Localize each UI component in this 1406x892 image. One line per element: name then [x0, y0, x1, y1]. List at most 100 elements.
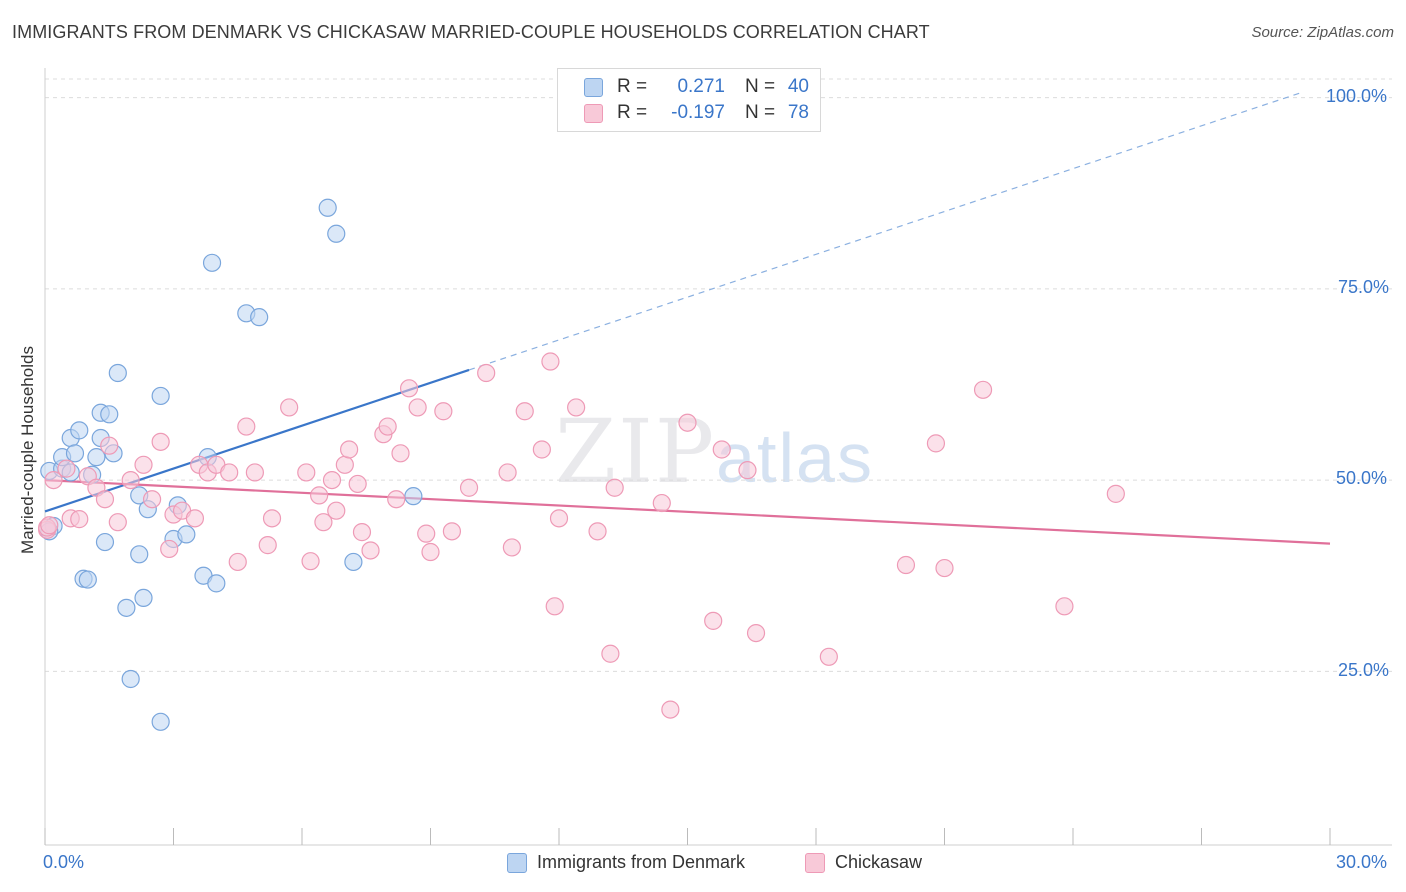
denmark-point: [100, 405, 119, 424]
denmark-point: [404, 487, 423, 506]
chart-title: IMMIGRANTS FROM DENMARK VS CHICKASAW MAR…: [12, 22, 930, 42]
chickasaw-point: [391, 444, 410, 463]
chickasaw-point: [160, 539, 179, 559]
y-axis-title: Married-couple Households: [18, 346, 37, 554]
chickasaw-point: [408, 398, 427, 417]
chickasaw-point: [678, 413, 697, 432]
chickasaw-point: [935, 558, 954, 578]
chickasaw-point: [40, 516, 59, 535]
denmark-point: [344, 552, 363, 572]
chickasaw-point: [280, 398, 299, 417]
chickasaw-point: [151, 432, 170, 451]
chickasaw-point: [314, 513, 333, 532]
chickasaw-point: [378, 417, 397, 436]
chickasaw-point: [588, 522, 607, 541]
chickasaw-point: [44, 470, 63, 490]
y-tick-label-50: 50.0%: [1336, 468, 1388, 488]
bottom-legend-swatch-denmark: [507, 852, 527, 873]
chickasaw-point: [704, 611, 723, 630]
chickasaw-point: [108, 513, 127, 532]
legend-swatch-denmark: [584, 77, 603, 97]
chickasaw-point: [121, 470, 140, 490]
chickasaw-point: [567, 398, 586, 417]
y-tick-label-100: 100.0%: [1326, 86, 1388, 106]
denmark-point: [70, 421, 89, 440]
trend-lines: [44, 92, 1331, 545]
legend-r-label: R =: [617, 102, 648, 123]
denmark-point: [87, 448, 106, 467]
chickasaw-point: [301, 552, 320, 571]
chickasaw-point: [601, 644, 620, 663]
legend-r-value-chickasaw: -0.197: [671, 102, 725, 123]
chickasaw-point: [228, 552, 247, 572]
denmark-point: [151, 712, 170, 731]
chickasaw-point: [185, 509, 205, 528]
chickasaw-point: [652, 493, 671, 513]
chickasaw-point: [502, 538, 521, 557]
chickasaw-point: [57, 459, 76, 478]
chickasaw-point: [605, 478, 624, 497]
denmark-trend-extension: [468, 92, 1301, 371]
chickasaw-point: [896, 555, 916, 575]
chickasaw-point: [340, 440, 359, 459]
denmark-point: [121, 669, 140, 689]
chickasaw-point: [545, 597, 564, 616]
chickasaw-point: [70, 510, 89, 529]
bottom-legend-chickasaw: Chickasaw: [805, 852, 922, 873]
denmark-point: [207, 574, 226, 593]
chickasaw-point: [541, 352, 560, 371]
legend-swatch-chickasaw: [584, 103, 603, 123]
chickasaw-point: [973, 380, 993, 399]
chickasaw-point: [549, 509, 569, 528]
legend-row-chickasaw: R = -0.197 N = 78: [584, 100, 809, 126]
chickasaw-point: [417, 524, 436, 543]
bottom-legend-label-denmark: Immigrants from Denmark: [537, 852, 746, 872]
legend-r-value-denmark: 0.271: [677, 76, 725, 97]
chickasaw-point: [100, 436, 119, 455]
chickasaw-point: [1055, 597, 1074, 616]
denmark-point: [65, 444, 85, 463]
chickasaw-point: [310, 486, 329, 505]
chickasaw-point: [322, 470, 342, 490]
legend-n-label: N =: [745, 76, 776, 97]
denmark-point: [250, 308, 269, 327]
legend-n-label: N =: [745, 102, 776, 123]
chickasaw-point: [399, 379, 419, 398]
denmark-point: [202, 253, 222, 272]
chickasaw-point: [262, 509, 282, 528]
correlation-legend: R = 0.271 N = 40 R = -0.197 N = 78: [557, 68, 821, 132]
legend-row-denmark: R = 0.271 N = 40: [584, 74, 809, 100]
denmark-point: [134, 588, 153, 608]
denmark-point: [95, 532, 115, 552]
chickasaw-point: [297, 463, 316, 482]
y-tick-label-75: 75.0%: [1338, 277, 1390, 297]
x-tick-label-min: 0.0%: [43, 852, 85, 872]
chickasaw-point: [327, 501, 346, 520]
chickasaw-point: [361, 541, 380, 560]
chickasaw-point: [819, 647, 838, 666]
denmark-point: [327, 224, 346, 243]
chickasaw-point: [442, 522, 462, 541]
chickasaw-point: [348, 474, 367, 494]
bottom-legend-label-chickasaw: Chickasaw: [835, 852, 923, 872]
chickasaw-point: [237, 417, 256, 436]
chickasaw-point: [738, 461, 757, 480]
source-label: Source: ZipAtlas.com: [1251, 24, 1394, 41]
denmark-point: [108, 363, 127, 383]
chickasaw-point: [498, 463, 517, 482]
chickasaw-point: [421, 542, 440, 562]
chickasaw-point: [661, 700, 680, 719]
chickasaw-point: [95, 490, 115, 509]
chickasaw-point: [245, 463, 264, 482]
data-points: [38, 198, 1125, 731]
denmark-point: [177, 525, 196, 544]
denmark-point: [318, 198, 337, 217]
denmark-point: [130, 545, 149, 564]
chickasaw-point: [387, 490, 406, 509]
chickasaw-point: [477, 363, 496, 383]
chickasaw-point: [712, 440, 731, 459]
legend-n-value-denmark: 40: [787, 76, 809, 97]
y-tick-label-25: 25.0%: [1338, 660, 1390, 680]
chickasaw-point: [335, 455, 354, 474]
